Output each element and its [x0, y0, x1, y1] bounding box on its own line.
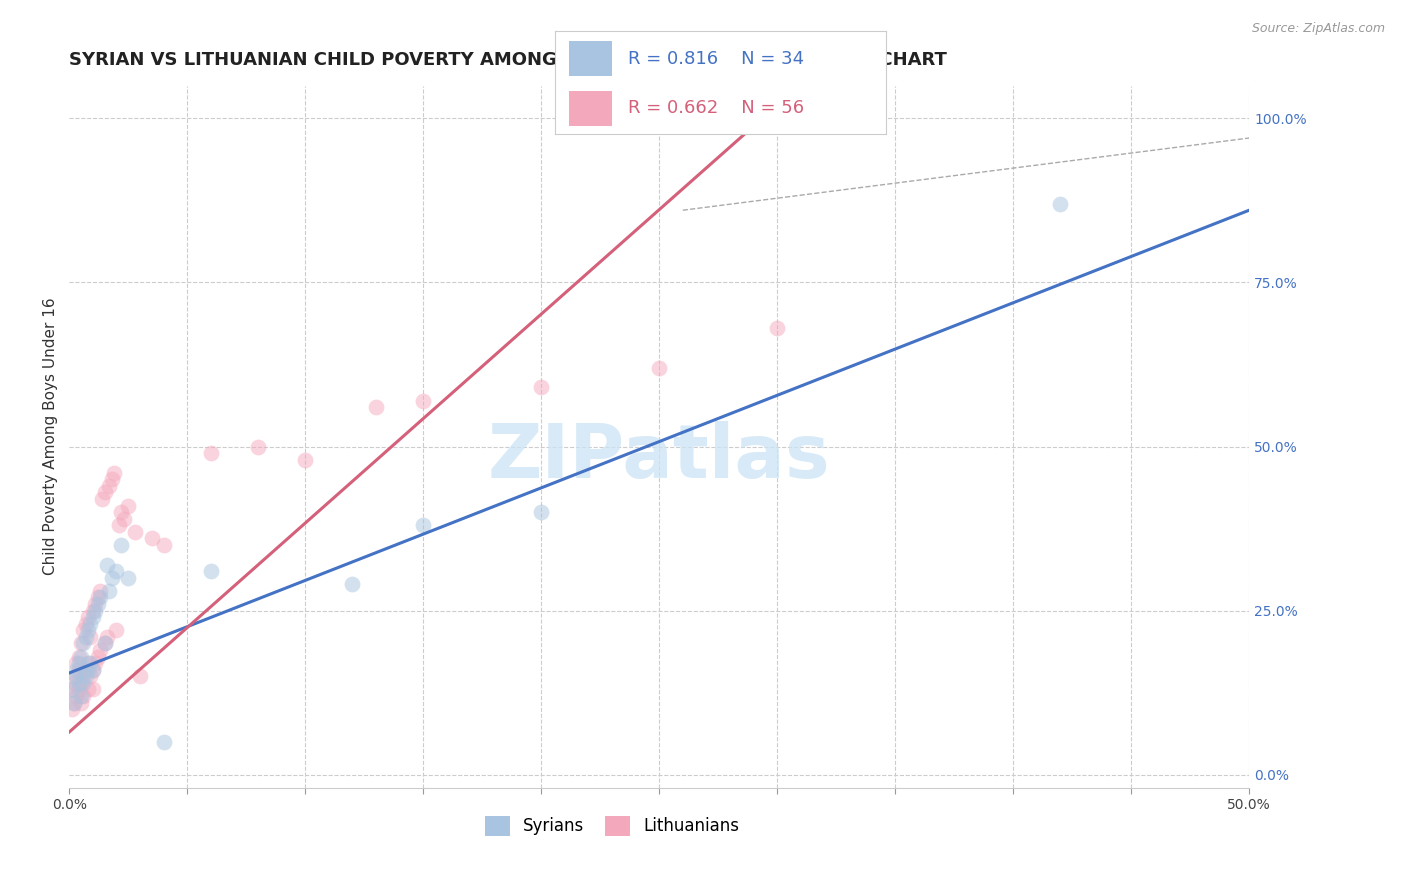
Text: Source: ZipAtlas.com: Source: ZipAtlas.com — [1251, 22, 1385, 36]
Point — [82, 682, 104, 697]
FancyBboxPatch shape — [568, 42, 612, 77]
Point — [77, 663, 100, 677]
Point — [79, 669, 101, 683]
Point — [247, 440, 270, 454]
Point — [79, 630, 101, 644]
Point — [67, 675, 90, 690]
Point — [412, 518, 434, 533]
Point — [79, 616, 101, 631]
Point — [89, 643, 111, 657]
Point — [93, 636, 115, 650]
Point — [96, 630, 118, 644]
Legend: Syrians, Lithuanians: Syrians, Lithuanians — [478, 809, 745, 843]
Point — [112, 512, 135, 526]
Point — [91, 491, 114, 506]
Point — [77, 656, 100, 670]
Point — [89, 591, 111, 605]
Point — [82, 663, 104, 677]
Point — [110, 505, 132, 519]
Point — [79, 656, 101, 670]
Point — [60, 702, 83, 716]
Point — [107, 518, 129, 533]
Point — [65, 656, 87, 670]
Point — [412, 393, 434, 408]
Point — [342, 577, 364, 591]
Point — [77, 624, 100, 638]
Point — [129, 669, 152, 683]
Point — [72, 675, 94, 690]
Point — [65, 689, 87, 703]
Y-axis label: Child Poverty Among Boys Under 16: Child Poverty Among Boys Under 16 — [44, 298, 58, 575]
Point — [152, 538, 174, 552]
Point — [67, 649, 90, 664]
Point — [530, 380, 553, 394]
Point — [70, 696, 93, 710]
Point — [103, 466, 125, 480]
Point — [141, 532, 163, 546]
Point — [530, 505, 553, 519]
Point — [84, 656, 107, 670]
Point — [152, 735, 174, 749]
Point — [82, 604, 104, 618]
Point — [364, 400, 387, 414]
Point — [63, 675, 86, 690]
Point — [89, 583, 111, 598]
Point — [117, 499, 139, 513]
Point — [60, 682, 83, 697]
Point — [294, 452, 316, 467]
Point — [65, 669, 87, 683]
Point — [82, 663, 104, 677]
Point — [100, 472, 122, 486]
Point — [65, 669, 87, 683]
Point — [65, 663, 87, 677]
Point — [96, 558, 118, 572]
Point — [86, 591, 108, 605]
Text: R = 0.816    N = 34: R = 0.816 N = 34 — [628, 50, 804, 68]
Point — [648, 360, 671, 375]
Point — [93, 485, 115, 500]
Point — [200, 446, 222, 460]
Point — [67, 663, 90, 677]
Point — [77, 610, 100, 624]
FancyBboxPatch shape — [568, 91, 612, 126]
Point — [75, 663, 97, 677]
Point — [82, 610, 104, 624]
Text: SYRIAN VS LITHUANIAN CHILD POVERTY AMONG BOYS UNDER 16 CORRELATION CHART: SYRIAN VS LITHUANIAN CHILD POVERTY AMONG… — [69, 51, 948, 69]
Point — [70, 636, 93, 650]
Point — [70, 689, 93, 703]
Point — [84, 604, 107, 618]
Text: R = 0.662    N = 56: R = 0.662 N = 56 — [628, 99, 804, 117]
Point — [60, 682, 83, 697]
Point — [98, 583, 121, 598]
Point — [72, 669, 94, 683]
Point — [93, 636, 115, 650]
Point — [75, 630, 97, 644]
Point — [77, 682, 100, 697]
Point — [105, 624, 128, 638]
Point — [200, 564, 222, 578]
Point — [67, 682, 90, 697]
Point — [766, 321, 789, 335]
Point — [72, 624, 94, 638]
Point — [105, 564, 128, 578]
Point — [1049, 196, 1071, 211]
Point — [86, 649, 108, 664]
Point — [63, 696, 86, 710]
Point — [67, 656, 90, 670]
Point — [70, 649, 93, 664]
Point — [117, 571, 139, 585]
Point — [84, 597, 107, 611]
Point — [75, 616, 97, 631]
Point — [98, 479, 121, 493]
Text: ZIPatlas: ZIPatlas — [488, 421, 831, 494]
Point — [72, 636, 94, 650]
Point — [75, 669, 97, 683]
Point — [86, 597, 108, 611]
Point — [70, 675, 93, 690]
Point — [63, 696, 86, 710]
Point — [124, 524, 146, 539]
Point — [110, 538, 132, 552]
Point — [72, 689, 94, 703]
Point — [100, 571, 122, 585]
